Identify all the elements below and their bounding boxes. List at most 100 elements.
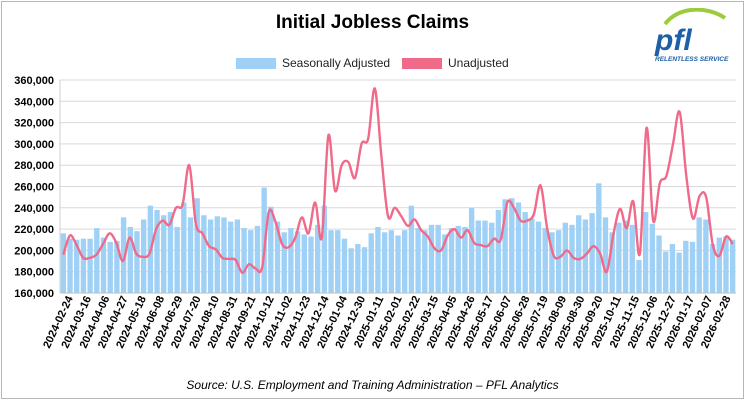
logo-text: pfl	[654, 24, 692, 57]
legend-item-unadjusted: Unadjusted	[402, 56, 509, 70]
bar	[402, 230, 408, 293]
bar	[341, 238, 348, 293]
bar	[495, 209, 502, 293]
bar	[475, 220, 481, 293]
bar	[656, 235, 662, 293]
bar	[669, 244, 676, 293]
bar	[576, 215, 582, 293]
bar	[120, 217, 127, 293]
bar	[622, 220, 629, 293]
bar	[462, 226, 468, 293]
bar	[468, 207, 475, 293]
bar	[248, 230, 254, 293]
bar	[107, 241, 113, 293]
bar	[167, 212, 174, 293]
bar	[676, 252, 682, 293]
bar	[435, 224, 441, 293]
bar	[361, 247, 368, 293]
y-tick-label: 260,000	[14, 182, 54, 194]
bar	[281, 232, 287, 293]
bar	[529, 218, 535, 293]
bar	[428, 224, 435, 293]
bar	[227, 221, 234, 293]
bar	[214, 216, 220, 293]
bar	[696, 217, 702, 293]
y-tick-label: 360,000	[14, 75, 54, 87]
bar	[207, 219, 214, 293]
bar	[422, 230, 428, 293]
bar	[274, 221, 281, 293]
bar	[234, 219, 241, 293]
bar	[301, 234, 307, 293]
bar	[723, 236, 729, 293]
bar	[127, 226, 133, 293]
bar	[154, 209, 160, 293]
bar	[509, 198, 515, 293]
bar	[288, 228, 294, 293]
bar	[241, 228, 247, 293]
bar	[368, 233, 374, 293]
y-tick-label: 340,000	[14, 96, 54, 108]
bar	[100, 237, 107, 293]
y-tick-label: 200,000	[14, 245, 54, 257]
bar	[254, 225, 261, 293]
bar	[616, 222, 622, 293]
bar	[689, 241, 696, 293]
y-tick-label: 300,000	[14, 139, 54, 151]
bar	[315, 224, 321, 293]
source-note: Source: U.S. Employment and Training Adm…	[186, 378, 559, 392]
logo-tagline: RELENTLESS SERVICE	[655, 56, 729, 63]
legend-swatch-bar	[236, 57, 276, 69]
bar	[375, 226, 381, 293]
bar	[348, 248, 354, 293]
bar	[415, 228, 421, 293]
bar	[308, 236, 314, 293]
bar	[67, 238, 73, 293]
bar	[388, 230, 394, 293]
bar	[716, 237, 722, 293]
y-tick-label: 240,000	[14, 203, 54, 215]
bar	[321, 205, 328, 293]
bar	[94, 228, 100, 293]
bar	[703, 219, 709, 293]
legend-label-seasonally-adjusted: Seasonally Adjusted	[282, 56, 391, 70]
legend-item-seasonally-adjusted: Seasonally Adjusted	[236, 56, 390, 70]
bar	[729, 239, 736, 293]
bar	[482, 220, 488, 293]
bar	[569, 224, 575, 293]
logo-swoosh-icon	[663, 8, 727, 26]
y-tick-label: 160,000	[14, 288, 54, 300]
bar	[181, 202, 187, 293]
bar	[395, 235, 401, 293]
bar	[663, 251, 669, 293]
bar	[642, 212, 649, 293]
bar	[596, 183, 602, 293]
bar	[187, 217, 194, 293]
bar	[629, 224, 635, 293]
x-axis: 2024-02-242024-03-162024-04-062024-04-27…	[41, 292, 736, 350]
bar	[609, 232, 615, 293]
bar	[562, 222, 569, 293]
bar	[294, 231, 301, 293]
legend-label-unadjusted: Unadjusted	[448, 56, 509, 70]
legend-swatch-line	[402, 57, 442, 69]
bar	[589, 213, 595, 293]
bar	[335, 230, 341, 293]
bar	[134, 231, 140, 293]
bar	[489, 222, 495, 293]
bar	[555, 230, 562, 293]
bar	[515, 202, 522, 293]
bar	[542, 228, 548, 293]
bar	[636, 259, 642, 293]
y-tick-label: 180,000	[14, 267, 54, 279]
bar	[194, 198, 200, 293]
unadjusted-line	[62, 87, 734, 274]
bar	[114, 240, 120, 293]
bar	[381, 232, 388, 293]
chart-title: Initial Jobless Claims	[275, 12, 470, 33]
pfl-logo: pfl RELENTLESS SERVICE	[654, 8, 729, 63]
bar	[80, 238, 87, 293]
bar	[455, 225, 461, 293]
